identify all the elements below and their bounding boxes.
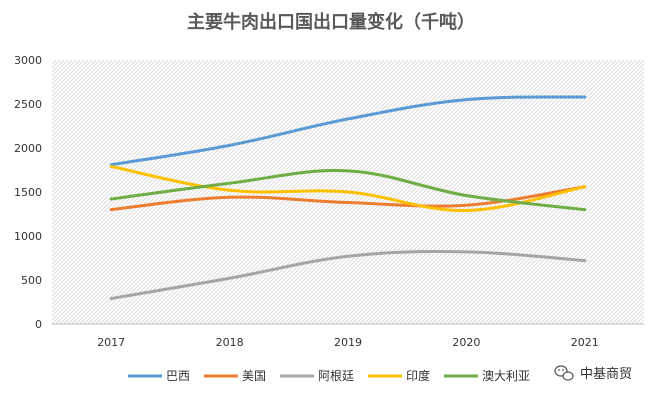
series-line-3 — [109, 164, 587, 212]
series-line-0 — [109, 95, 587, 167]
x-tick-label: 2021 — [571, 336, 599, 349]
y-tick-label: 2000 — [14, 142, 42, 155]
y-tick-label: 500 — [21, 274, 42, 287]
watermark-text: 中基商贸 — [580, 367, 632, 382]
watermark: 中基商贸 — [554, 365, 632, 382]
legend-label: 巴西 — [166, 369, 190, 383]
y-tick-label: 0 — [35, 318, 42, 331]
legend-label: 阿根廷 — [318, 369, 354, 383]
chart-title: 主要牛肉出口国出口量变化（千吨） — [187, 11, 475, 33]
series-line-4 — [109, 169, 587, 212]
legend-label: 美国 — [242, 369, 266, 383]
legend-label: 澳大利亚 — [482, 369, 530, 383]
y-axis-ticks: 0 500 1000 1500 2000 2500 3000 — [14, 54, 42, 331]
x-tick-label: 2018 — [216, 336, 244, 349]
x-axis-ticks: 2017 2018 2019 2020 2021 — [97, 336, 599, 349]
x-tick-label: 2019 — [334, 336, 362, 349]
y-tick-label: 3000 — [14, 54, 42, 67]
y-tick-label: 1000 — [14, 230, 42, 243]
series-line-2 — [109, 250, 587, 300]
series-lines — [109, 95, 587, 300]
wechat-icon — [554, 365, 574, 381]
x-tick-label: 2020 — [452, 336, 480, 349]
legend-label: 印度 — [406, 368, 430, 383]
y-tick-label: 1500 — [14, 186, 42, 199]
y-tick-label: 2500 — [14, 98, 42, 111]
legend: 巴西 美国 阿根廷 印度 澳大利亚 — [128, 368, 530, 383]
x-tick-label: 2017 — [97, 336, 125, 349]
